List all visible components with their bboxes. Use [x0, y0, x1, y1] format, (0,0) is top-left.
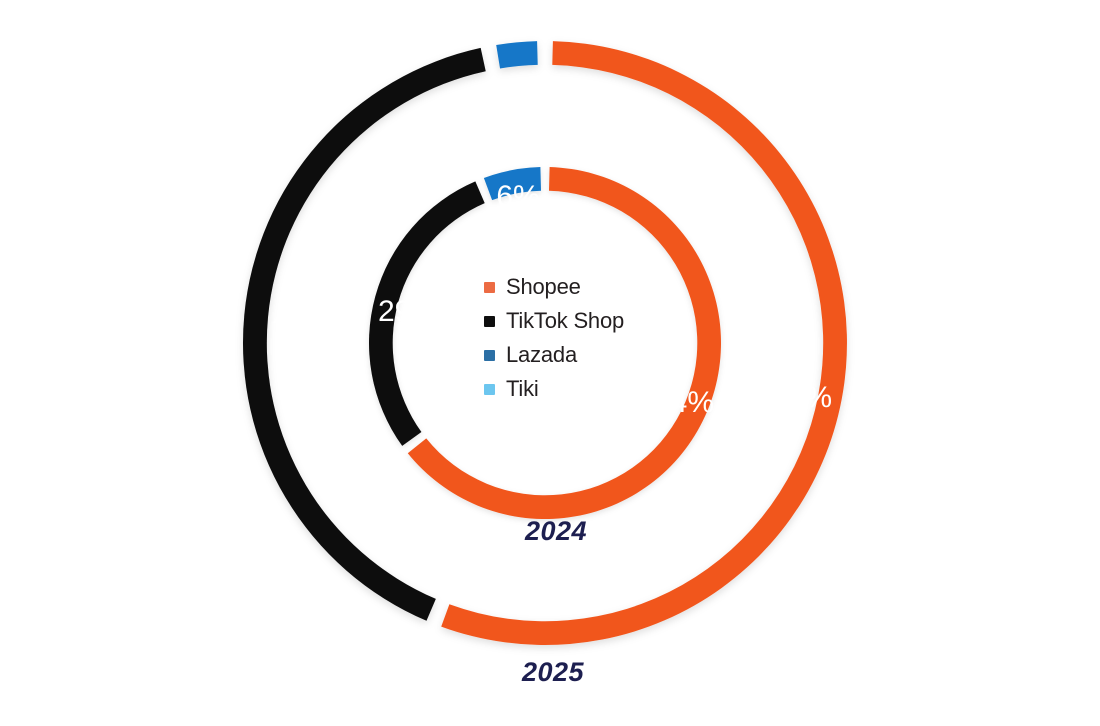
outer-label-tiktok: 41%	[273, 302, 333, 335]
legend-item-shopee[interactable]: Shopee	[484, 276, 684, 298]
legend-label-lazada: Lazada	[506, 342, 577, 367]
chart-legend: Shopee TikTok Shop Lazada Tiki	[484, 276, 684, 400]
outer-slice-lazada[interactable]	[496, 41, 538, 69]
legend-swatch-tiki	[484, 383, 495, 395]
inner-slice-tiktok[interactable]	[369, 181, 485, 446]
legend-item-lazada[interactable]: Lazada	[484, 344, 684, 366]
inner-label-shopee: 64%	[654, 386, 714, 419]
outer-ring-2025: 56% 41% 3% 2025	[242, 41, 847, 687]
legend-item-tiktok-shop[interactable]: TikTok Shop	[484, 310, 684, 332]
year-label-2025: 2025	[521, 657, 585, 687]
inner-slice-lazada[interactable]	[483, 167, 542, 201]
legend-swatch-shopee	[484, 281, 495, 293]
legend-swatch-tiktok-shop	[484, 315, 495, 327]
inner-ring-2024: 64% 29% 6% 2024	[369, 167, 721, 546]
outer-label-lazada: 3%	[508, 79, 551, 112]
inner-label-lazada: 6%	[496, 180, 539, 213]
legend-item-tiki[interactable]: Tiki	[484, 378, 684, 400]
legend-swatch-lazada	[484, 349, 495, 361]
legend-label-shopee: Shopee	[506, 274, 581, 299]
legend-label-tiki: Tiki	[506, 376, 539, 401]
outer-slice-tiktok[interactable]	[242, 47, 486, 621]
inner-ring-slices	[369, 167, 721, 519]
outer-label-shopee: 56%	[772, 381, 832, 414]
year-label-2024: 2024	[524, 516, 587, 546]
legend-label-tiktok-shop: TikTok Shop	[506, 308, 625, 333]
inner-label-tiktok: 29%	[378, 295, 438, 328]
outer-ring-slices	[242, 41, 847, 645]
